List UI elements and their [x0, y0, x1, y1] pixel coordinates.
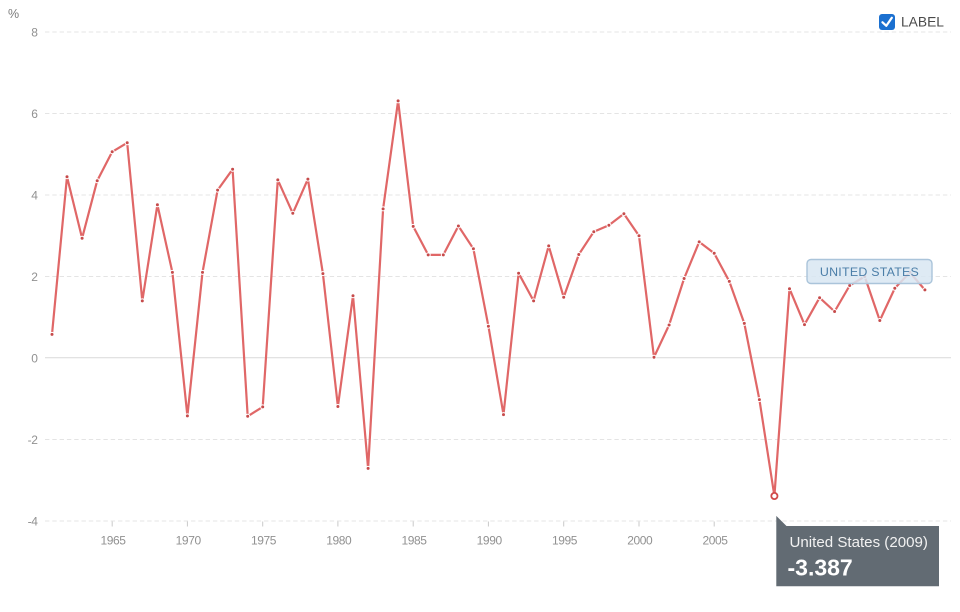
svg-text:1995: 1995	[552, 533, 578, 547]
svg-text:-3.387: -3.387	[788, 555, 853, 581]
svg-text:6: 6	[31, 107, 38, 121]
svg-text:%: %	[8, 7, 19, 21]
svg-text:1990: 1990	[477, 533, 503, 547]
svg-text:1965: 1965	[100, 533, 126, 547]
svg-text:8: 8	[31, 25, 38, 39]
svg-text:1970: 1970	[176, 533, 202, 547]
svg-text:-2: -2	[28, 433, 39, 447]
svg-text:1980: 1980	[326, 533, 352, 547]
svg-text:2005: 2005	[702, 533, 728, 547]
svg-text:-4: -4	[28, 514, 39, 528]
svg-text:LABEL: LABEL	[901, 14, 944, 29]
svg-text:1985: 1985	[401, 533, 427, 547]
svg-text:0: 0	[31, 351, 38, 365]
svg-text:1975: 1975	[251, 533, 277, 547]
svg-text:2000: 2000	[627, 533, 653, 547]
svg-text:United States (2009): United States (2009)	[790, 534, 928, 551]
svg-text:2: 2	[31, 270, 38, 284]
svg-text:UNITED STATES: UNITED STATES	[820, 265, 919, 279]
svg-text:4: 4	[31, 188, 38, 202]
